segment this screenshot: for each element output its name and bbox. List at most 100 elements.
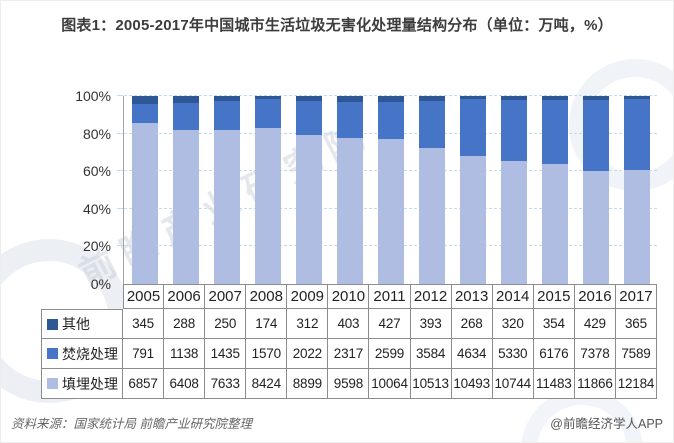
bar-segment-其他 [172,96,199,103]
value-cell: 10493 [451,369,493,399]
value-cell: 174 [246,309,288,339]
value-cell: 10064 [369,369,411,399]
value-cell: 8424 [246,369,288,399]
value-cell: 3584 [410,339,452,369]
value-cell: 345 [123,309,165,339]
series-name: 焚烧处理 [62,345,118,362]
table-corner-cell [41,284,123,309]
bar-segment-填埋处理 [377,139,404,284]
bar-segment-填埋处理 [418,147,445,284]
year-header-cell: 2011 [369,284,411,309]
bar-column-2011 [370,96,411,284]
value-cell: 429 [574,309,616,339]
bar-segment-其他 [541,96,568,100]
bar-column-2006 [165,96,206,284]
bar-segment-填埋处理 [541,164,568,284]
plot-area [117,95,657,284]
value-cell: 5330 [492,339,534,369]
bar-segment-填埋处理 [336,137,363,284]
data-table: 2005 2006 2007 2008 2009 2010 2011 2012 2013 2014… [41,284,657,399]
bar-segment-焚烧处理 [500,99,527,161]
bar-segment-焚烧处理 [336,102,363,138]
value-cell: 403 [328,309,370,339]
value-cell: 10513 [410,369,452,399]
year-header-cell: 2006 [164,284,206,309]
bar-segment-填埋处理 [623,170,650,284]
bar-segment-填埋处理 [295,135,322,284]
bar-column-2017 [616,96,657,284]
y-axis-tick [117,245,123,247]
value-cell: 7589 [615,339,657,369]
bar-segment-填埋处理 [213,129,240,284]
series-name: 填埋处理 [62,375,118,392]
bar-segment-填埋处理 [131,122,158,284]
value-cell: 8899 [287,369,329,399]
bar-column-2010 [329,96,370,284]
bar-column-2007 [206,96,247,284]
value-cell: 2599 [369,339,411,369]
y-axis-tick [117,170,123,172]
value-cell: 11866 [574,369,616,399]
value-cell: 9598 [328,369,370,399]
bar-segment-其他 [131,96,158,105]
bar-segment-填埋处理 [459,155,486,284]
gridline [124,95,657,96]
bar-segment-焚烧处理 [254,99,281,129]
year-header-cell: 2009 [287,284,329,309]
bar-segment-焚烧处理 [295,101,322,136]
y-axis-tick [117,207,123,209]
value-cell: 2317 [328,339,370,369]
year-header-cell: 2017 [615,284,657,309]
bar-segment-焚烧处理 [172,102,199,131]
value-cell: 354 [533,309,575,339]
bar-segment-填埋处理 [254,128,281,284]
y-tick-label: 60% [82,163,111,180]
bar-segment-填埋处理 [582,170,609,284]
value-cell: 7633 [205,369,247,399]
value-cell: 6857 [123,369,165,399]
bar-segment-其他 [213,96,240,102]
y-axis-tick [117,132,123,134]
series-name: 其他 [62,316,90,332]
value-cell: 7378 [574,339,616,369]
bar-segment-其他 [295,96,322,102]
value-cell: 1435 [205,339,247,369]
legend-swatch-icon [47,348,58,359]
bar-segment-焚烧处理 [213,101,240,130]
year-header-cell: 2013 [451,284,493,309]
value-cell: 288 [164,309,206,339]
value-cell: 393 [410,309,452,339]
y-tick-label: 20% [82,238,111,255]
legend-row-label: 其他 [41,309,123,339]
value-cell: 12184 [615,369,657,399]
legend-row-label: 焚烧处理 [41,339,123,369]
bar-segment-其他 [377,96,404,103]
bar-segment-其他 [500,96,527,100]
source-note: 资料来源：国家统计局 前瞻产业研究院整理 [11,417,252,431]
app-credit: @前瞻经济学人APP [550,417,663,431]
value-cell: 268 [451,309,493,339]
legend-row-label: 填埋处理 [41,369,123,399]
y-tick-label: 80% [82,125,111,142]
year-header-cell: 2010 [328,284,370,309]
value-cell: 312 [287,309,329,339]
bar-column-2014 [493,96,534,284]
value-cell: 320 [492,309,534,339]
value-cell: 427 [369,309,411,339]
legend-swatch-icon [47,378,58,389]
legend-swatch-icon [47,318,58,330]
bar-segment-其他 [418,96,445,102]
value-cell: 2022 [287,339,329,369]
bar-column-2008 [247,96,288,284]
chart-title: 图表1：2005-2017年中国城市生活垃圾无害化处理量结构分布（单位：万吨，%… [61,17,613,34]
year-header-cell: 2015 [533,284,575,309]
bar-column-2005 [124,96,165,284]
year-header-cell: 2016 [574,284,616,309]
y-tick-label: 0% [90,276,111,292]
bar-segment-焚烧处理 [131,104,158,123]
bar-segment-填埋处理 [172,130,199,284]
bar-column-2012 [411,96,452,284]
year-header-cell: 2007 [205,284,247,309]
bar-segment-其他 [336,96,363,103]
